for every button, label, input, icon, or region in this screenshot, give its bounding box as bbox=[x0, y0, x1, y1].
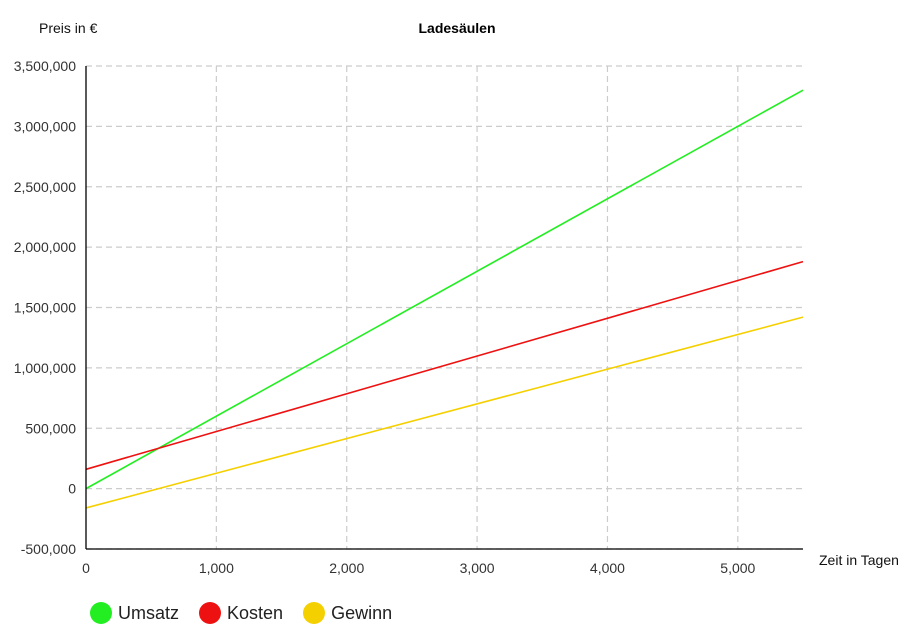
series-line-umsatz bbox=[85, 89, 804, 490]
y-tick-label: 3,500,000 bbox=[14, 58, 76, 74]
y-tick-label: 1,000,000 bbox=[14, 360, 76, 376]
series-line-gewinn bbox=[85, 316, 804, 509]
x-tick-label: 2,000 bbox=[329, 560, 364, 576]
legend-item-gewinn[interactable]: Gewinn bbox=[303, 602, 392, 624]
y-tick-label: 0 bbox=[68, 481, 76, 497]
x-tick-label: 3,000 bbox=[460, 560, 495, 576]
legend-marker-gewinn bbox=[303, 602, 326, 624]
x-tick-label: 4,000 bbox=[590, 560, 625, 576]
legend-marker-umsatz bbox=[90, 602, 112, 624]
y-axis-label: Preis in € bbox=[39, 20, 98, 36]
legend-item-umsatz[interactable]: Umsatz bbox=[90, 602, 179, 624]
x-tick-label: 1,000 bbox=[199, 560, 234, 576]
y-tick-label: 1,500,000 bbox=[14, 300, 76, 316]
legend-item-kosten[interactable]: Kosten bbox=[199, 602, 283, 624]
y-tick-label: 500,000 bbox=[25, 420, 76, 436]
x-tick-label: 5,000 bbox=[720, 560, 755, 576]
legend: Umsatz Kosten Gewinn bbox=[90, 600, 392, 626]
axes bbox=[85, 66, 803, 550]
legend-marker-kosten bbox=[199, 602, 222, 624]
y-tick-label: -500,000 bbox=[21, 541, 76, 557]
y-tick-label: 2,000,000 bbox=[14, 239, 76, 255]
legend-label-gewinn: Gewinn bbox=[331, 602, 393, 623]
y-tick-label: 2,500,000 bbox=[14, 179, 76, 195]
legend-label-kosten: Kosten bbox=[227, 602, 284, 623]
chart-title: Ladesäulen bbox=[418, 20, 495, 36]
grid bbox=[86, 65, 803, 550]
series-lines bbox=[85, 89, 804, 509]
y-tick-label: 3,000,000 bbox=[14, 118, 76, 134]
series-line-kosten bbox=[85, 260, 804, 471]
x-tick-label: 0 bbox=[82, 560, 90, 576]
x-axis-label: Zeit in Tagen bbox=[819, 552, 899, 568]
legend-label-umsatz: Umsatz bbox=[118, 602, 180, 623]
tick-labels: -500,000 0 500,000 1,000,000 1,500,000 2,000,… bbox=[14, 58, 756, 576]
